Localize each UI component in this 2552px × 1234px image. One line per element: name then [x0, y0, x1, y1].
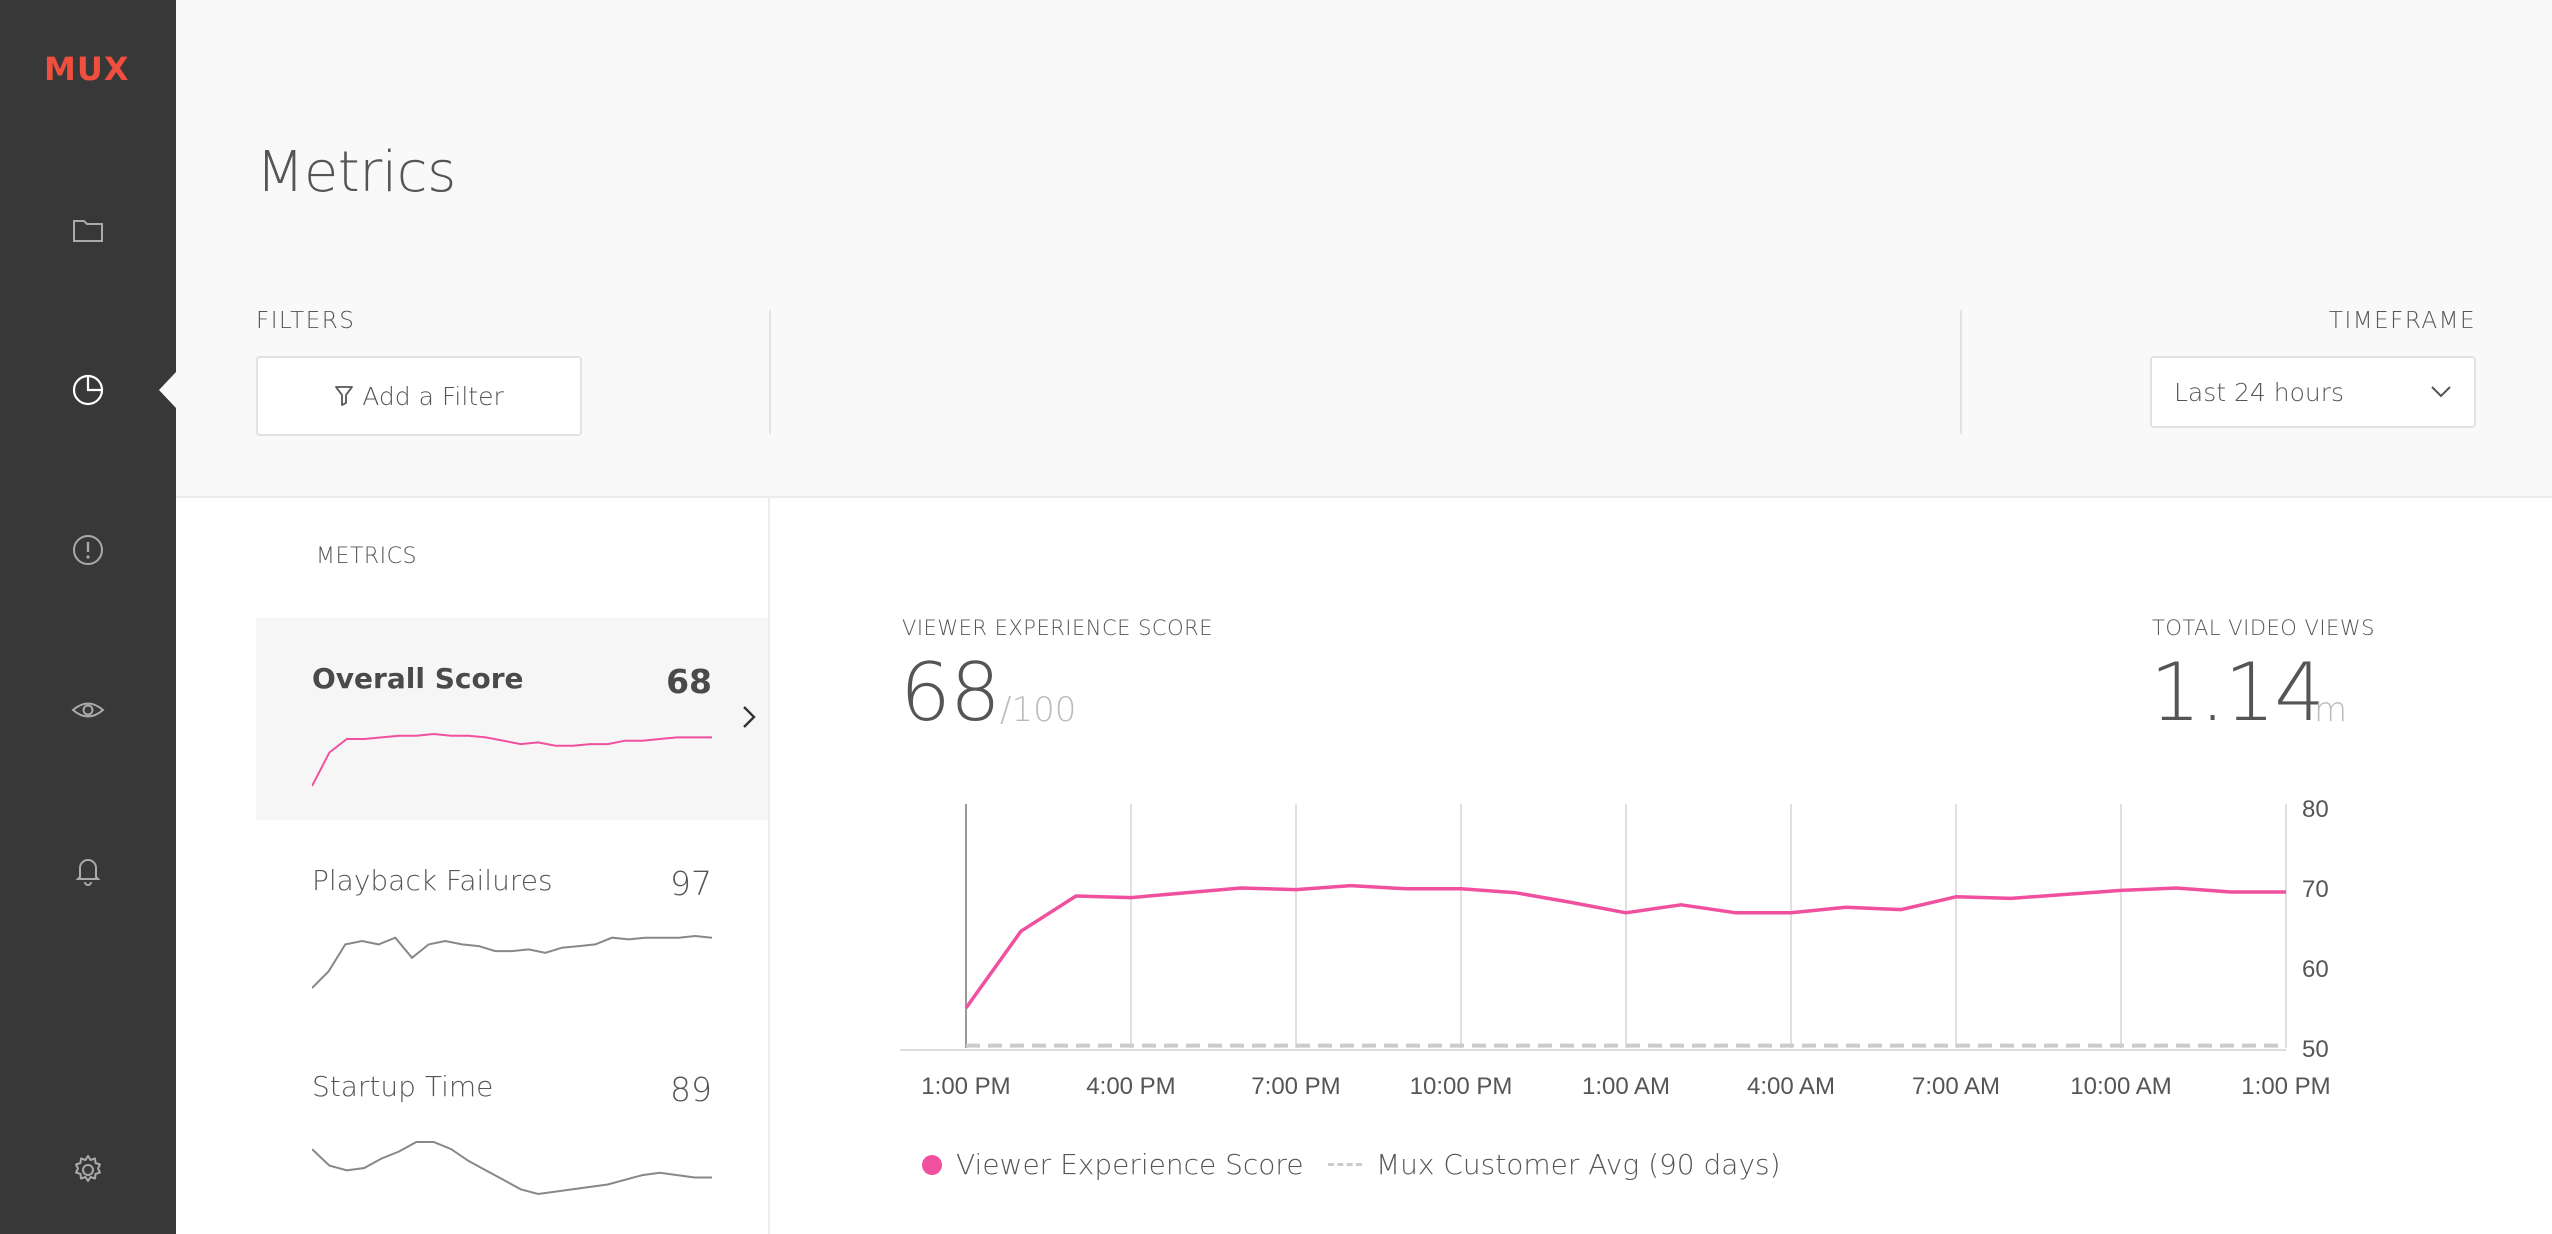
- gear-icon: [75, 1155, 101, 1182]
- metric-card-startup-time[interactable]: Startup Time 89: [256, 1026, 768, 1228]
- timeframe-label: TIMEFRAME: [2328, 308, 2476, 334]
- pie-chart-icon: [72, 374, 104, 406]
- x-tick-label: 10:00 AM: [2070, 1073, 2171, 1100]
- metrics-list-label: METRICS: [316, 544, 417, 569]
- legend-label: Mux Customer Avg (90 days): [1376, 1148, 1781, 1181]
- x-tick-label: 7:00 AM: [1912, 1073, 2000, 1100]
- metric-name: Startup Time: [312, 1070, 494, 1103]
- timeframe-divider: [1960, 310, 1962, 434]
- alert-icon: [73, 535, 103, 565]
- chevron-down-icon: [2431, 386, 2451, 398]
- legend-label: Viewer Experience Score: [956, 1148, 1304, 1181]
- timeframe-value: Last 24 hours: [2174, 377, 2345, 407]
- y-tick-label: 70: [2302, 876, 2329, 903]
- x-tick-label: 10:00 PM: [1410, 1073, 1513, 1100]
- legend-item-score[interactable]: Viewer Experience Score: [922, 1148, 1304, 1181]
- svg-text:MUX: MUX: [44, 50, 128, 86]
- legend-item-customer-avg[interactable]: Mux Customer Avg (90 days): [1328, 1148, 1781, 1181]
- sparkline: [312, 732, 712, 787]
- x-tick-label: 1:00 AM: [1582, 1073, 1670, 1100]
- add-filter-label: Add a Filter: [362, 381, 504, 411]
- score-value: 68: [900, 646, 1001, 739]
- x-tick-label: 4:00 PM: [1086, 1073, 1175, 1100]
- sparkline-path: [312, 934, 712, 989]
- folder-icon: [73, 220, 103, 242]
- sidebar-item-assets[interactable]: [0, 190, 176, 270]
- filters-divider: [769, 310, 771, 434]
- views-value: 1.14: [2150, 646, 2325, 739]
- sparkline: [312, 934, 712, 989]
- x-tick-label: 4:00 AM: [1747, 1073, 1835, 1100]
- metric-name: Playback Failures: [312, 864, 553, 897]
- eye-icon: [71, 702, 105, 718]
- metric-name: Overall Score: [312, 662, 524, 695]
- x-tick-label: 1:00 PM: [2241, 1073, 2330, 1100]
- y-tick-label: 60: [2302, 956, 2329, 983]
- legend-swatch: [1328, 1163, 1362, 1166]
- score-chart: 1:00 PM 4:00 PM 7:00 PM 10:00 PM 1:00 AM 4:00…: [900, 796, 2331, 1100]
- sidebar: MUX: [0, 0, 176, 1234]
- x-tick-label: 1:00 PM: [921, 1073, 1010, 1100]
- score-suffix: /100: [1000, 690, 1077, 730]
- add-filter-button[interactable]: Add a Filter: [256, 356, 582, 436]
- bell-icon: [75, 859, 101, 886]
- sparkline: [312, 1141, 712, 1196]
- filters-label: FILTERS: [256, 308, 356, 334]
- score-label: VIEWER EXPERIENCE SCORE: [902, 616, 1213, 640]
- metrics-column-divider: [768, 496, 770, 1234]
- y-tick-label: 50: [2302, 1036, 2329, 1063]
- sparkline-path: [312, 732, 712, 787]
- series-line-viewer-experience-score: [964, 883, 2286, 1010]
- filter-icon: [335, 386, 354, 406]
- mux-logo[interactable]: MUX: [44, 50, 128, 86]
- y-tick-label: 80: [2302, 796, 2329, 823]
- sidebar-item-metrics[interactable]: [0, 350, 176, 430]
- metric-value: 68: [666, 662, 712, 701]
- metric-card-playback-failures[interactable]: Playback Failures 97: [256, 820, 768, 1022]
- sidebar-item-views[interactable]: [0, 670, 176, 750]
- sidebar-item-settings[interactable]: [0, 1130, 176, 1210]
- active-indicator: [159, 372, 176, 408]
- sparkline-path: [312, 1141, 712, 1196]
- chevron-right-icon: [743, 706, 756, 728]
- page-title: Metrics: [256, 140, 456, 205]
- views-label: TOTAL VIDEO VIEWS: [2152, 616, 2375, 640]
- x-tick-label: 7:00 PM: [1251, 1073, 1340, 1100]
- timeframe-select[interactable]: Last 24 hours: [2150, 356, 2476, 428]
- metric-value: 89: [670, 1070, 712, 1109]
- metric-card-overall-score[interactable]: Overall Score 68: [256, 618, 768, 820]
- sidebar-item-alerts[interactable]: [0, 830, 176, 910]
- sidebar-item-errors[interactable]: [0, 510, 176, 590]
- legend-swatch: [922, 1154, 942, 1175]
- metric-value: 97: [670, 864, 712, 903]
- views-suffix: m: [2314, 690, 2348, 730]
